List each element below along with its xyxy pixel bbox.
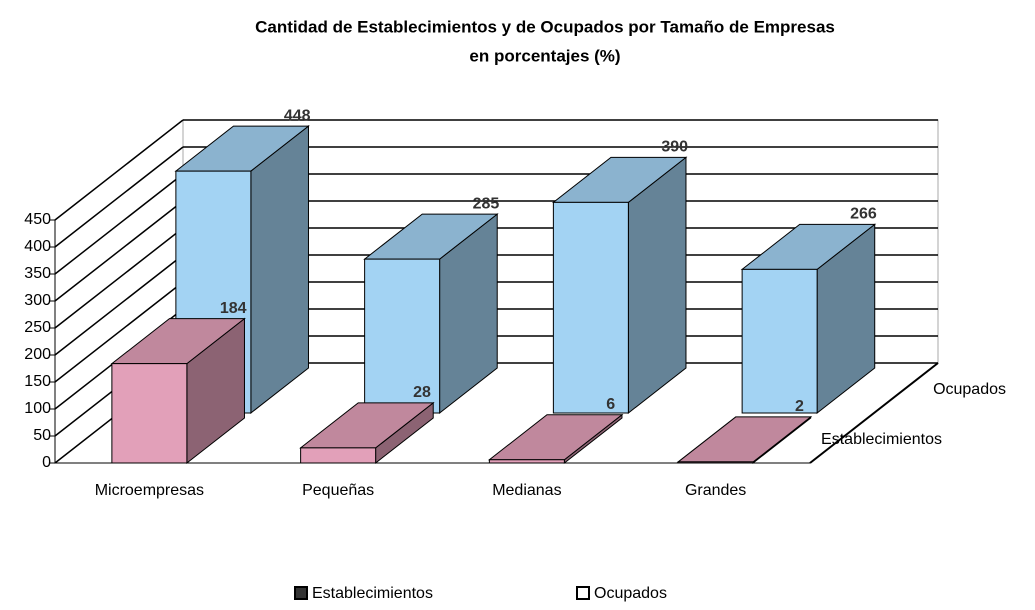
depth-axis — [809, 362, 939, 464]
grid-line — [54, 281, 184, 383]
y-tick-label: 150 — [24, 373, 51, 390]
chart-title: Cantidad de Establecimientos y de Ocupad… — [255, 17, 835, 36]
grid-line — [54, 254, 184, 356]
value-label: 266 — [850, 206, 877, 223]
value-label: 448 — [284, 107, 311, 124]
y-tick-label: 350 — [24, 265, 51, 282]
y-tick-label: 50 — [33, 427, 51, 444]
x-tick-label: Grandes — [685, 482, 746, 499]
grid-line — [54, 119, 184, 221]
grid-line — [54, 200, 184, 302]
bar-top — [676, 416, 813, 463]
chart-subtitle: en porcentajes (%) — [469, 46, 620, 65]
y-tick-label: 400 — [24, 238, 51, 255]
bar — [677, 461, 754, 464]
legend-swatch — [294, 586, 308, 600]
value-label: 28 — [413, 384, 431, 401]
bar — [111, 363, 188, 464]
x-tick-label: Medianas — [492, 482, 561, 499]
bar — [741, 268, 818, 414]
depth-label: Ocupados — [933, 381, 1006, 398]
x-tick-label: Microempresas — [95, 482, 204, 499]
grid-line — [54, 173, 184, 275]
bar — [300, 447, 377, 464]
value-label: 285 — [473, 195, 500, 212]
bar-top — [487, 414, 624, 461]
value-label: 6 — [606, 396, 615, 413]
bar-side — [250, 125, 309, 415]
grid-line — [54, 227, 184, 329]
bar — [552, 201, 629, 414]
legend-swatch — [576, 586, 590, 600]
value-label: 390 — [661, 139, 688, 156]
depth-label: Establecimientos — [821, 431, 942, 448]
y-tick-label: 450 — [24, 211, 51, 228]
grid-line — [54, 146, 184, 248]
y-tick-label: 250 — [24, 319, 51, 336]
bar — [488, 459, 565, 464]
x-tick-label: Pequeñas — [302, 482, 374, 499]
legend-label: Ocupados — [594, 585, 667, 602]
value-label: 184 — [220, 300, 247, 317]
y-tick-label: 100 — [24, 400, 51, 417]
value-label: 2 — [795, 398, 804, 415]
y-tick-label: 200 — [24, 346, 51, 363]
legend-label: Establecimientos — [312, 585, 433, 602]
y-tick-label: 300 — [24, 292, 51, 309]
y-tick-label: 0 — [42, 454, 51, 471]
